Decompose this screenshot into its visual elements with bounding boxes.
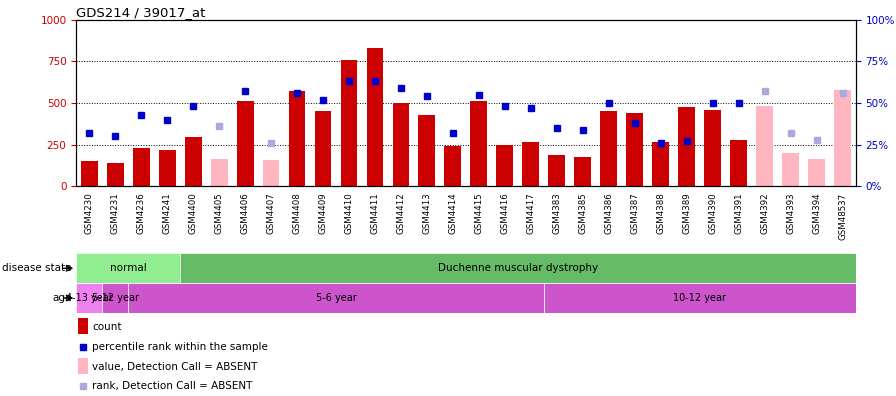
Bar: [128, 283, 544, 313]
Bar: [834, 90, 851, 186]
Bar: [808, 159, 825, 186]
Text: age: age: [52, 293, 72, 303]
Bar: [444, 146, 461, 186]
Bar: [76, 253, 180, 283]
Bar: [237, 101, 254, 186]
Text: 4-13 year: 4-13 year: [65, 293, 113, 303]
Bar: [78, 318, 88, 334]
Text: Duchenne muscular dystrophy: Duchenne muscular dystrophy: [438, 263, 598, 273]
Bar: [340, 60, 358, 186]
Bar: [314, 111, 332, 186]
Bar: [730, 140, 747, 186]
Bar: [496, 145, 513, 186]
Bar: [522, 142, 539, 186]
Text: value, Detection Call = ABSENT: value, Detection Call = ABSENT: [92, 362, 258, 372]
Text: percentile rank within the sample: percentile rank within the sample: [92, 342, 268, 352]
Bar: [574, 157, 591, 186]
Text: normal: normal: [109, 263, 147, 273]
Bar: [78, 358, 88, 374]
Bar: [600, 111, 617, 186]
Text: 10-12 year: 10-12 year: [673, 293, 727, 303]
Bar: [102, 283, 128, 313]
Bar: [159, 150, 176, 186]
Bar: [626, 113, 643, 186]
Bar: [704, 110, 721, 186]
Text: rank, Detection Call = ABSENT: rank, Detection Call = ABSENT: [92, 381, 253, 392]
Bar: [392, 103, 409, 186]
Bar: [756, 106, 773, 186]
Bar: [185, 137, 202, 186]
Text: GDS214 / 39017_at: GDS214 / 39017_at: [76, 6, 205, 19]
Bar: [76, 283, 102, 313]
Text: disease state: disease state: [2, 263, 72, 273]
Bar: [782, 153, 799, 186]
Bar: [470, 101, 487, 186]
Bar: [418, 114, 435, 186]
Text: count: count: [92, 322, 122, 332]
Bar: [180, 253, 856, 283]
Text: 5-12 year: 5-12 year: [91, 293, 139, 303]
Bar: [133, 148, 150, 186]
Text: 5-6 year: 5-6 year: [315, 293, 357, 303]
Bar: [289, 91, 306, 186]
Bar: [263, 160, 280, 186]
Bar: [652, 142, 669, 186]
Bar: [81, 161, 98, 186]
Bar: [544, 283, 856, 313]
Bar: [211, 159, 228, 186]
Bar: [678, 107, 695, 186]
Bar: [548, 155, 565, 186]
Bar: [366, 48, 383, 186]
Bar: [107, 163, 124, 186]
